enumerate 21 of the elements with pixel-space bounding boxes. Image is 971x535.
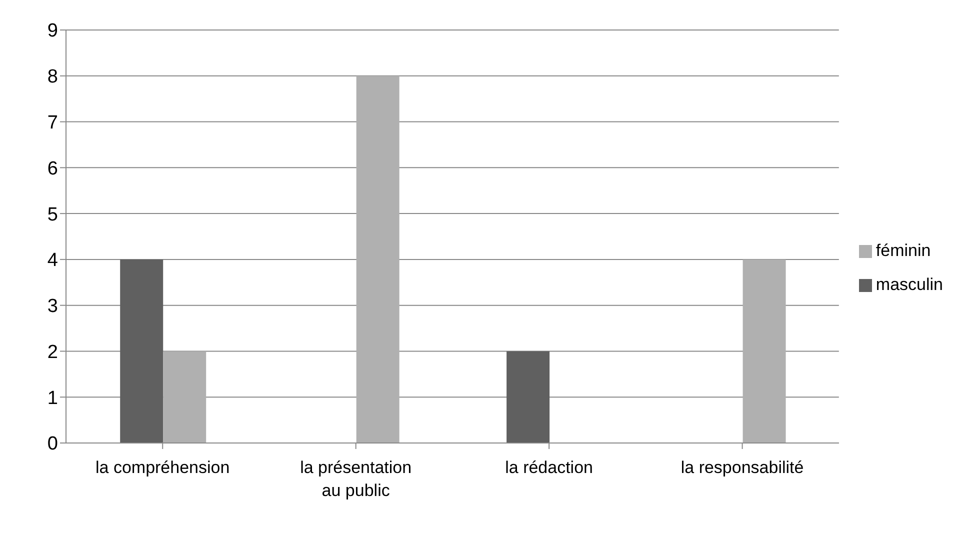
x-tick-label: la responsabilité bbox=[680, 458, 804, 477]
y-tick-label: 5 bbox=[47, 204, 58, 226]
y-tick-label: 7 bbox=[47, 112, 58, 134]
y-tick-label: 9 bbox=[47, 20, 58, 42]
y-tick-label: 2 bbox=[47, 342, 58, 363]
bar bbox=[356, 76, 400, 443]
bar bbox=[506, 351, 550, 443]
y-tick-label: 3 bbox=[47, 296, 58, 318]
bar bbox=[742, 259, 786, 443]
legend-label: féminin bbox=[876, 241, 931, 260]
y-tick-label: 6 bbox=[47, 158, 58, 180]
x-tick-label: la rédaction bbox=[505, 458, 594, 477]
x-tick-label: la présentation au public bbox=[300, 458, 412, 500]
y-tick-label: 8 bbox=[47, 66, 58, 88]
y-tick-label: 1 bbox=[47, 388, 58, 409]
x-tick-label: la compréhension bbox=[96, 458, 230, 477]
bar bbox=[120, 259, 164, 443]
bar bbox=[163, 351, 206, 443]
y-tick-label: 4 bbox=[47, 250, 58, 272]
legend-label: masculin bbox=[876, 275, 943, 294]
y-tick-label: 0 bbox=[47, 434, 58, 455]
